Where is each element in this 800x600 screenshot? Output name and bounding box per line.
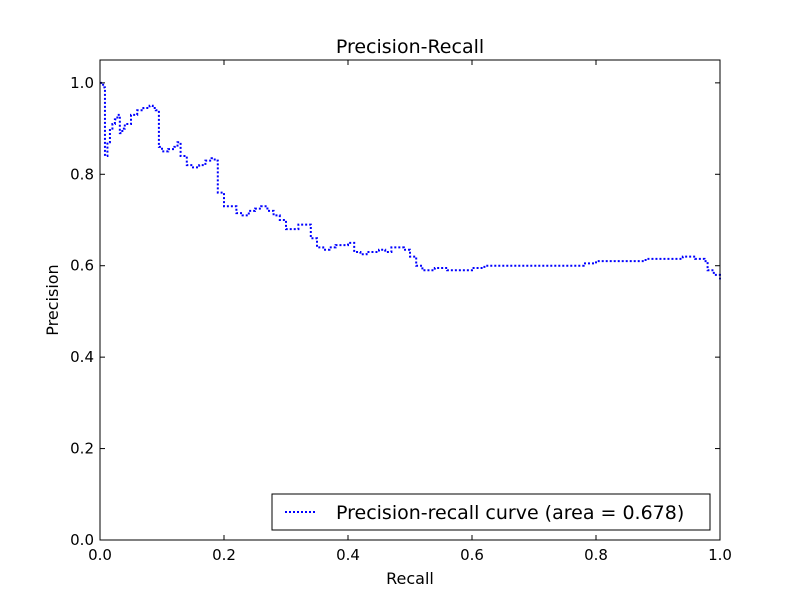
x-tick-label: 0.2 [212, 546, 236, 564]
legend-series-label: Precision-recall curve (area = 0.678) [336, 502, 684, 524]
x-tick-label: 1.0 [708, 546, 732, 564]
chart-title: Precision-Recall [336, 36, 484, 58]
y-axis-title: Precision [43, 264, 62, 335]
y-tick-label: 1.0 [70, 74, 94, 92]
y-tick-label: 0.8 [70, 165, 94, 183]
x-tick-label: 0.4 [336, 546, 360, 564]
x-axis-title: Recall [386, 569, 434, 588]
y-tick-label: 0.6 [70, 257, 94, 275]
y-tick-label: 0.0 [70, 531, 94, 549]
plot-frame [99, 59, 721, 541]
legend: Precision-recall curve (area = 0.678) [271, 493, 711, 531]
plot-area [100, 81, 721, 280]
y-axis-ticks: 0.0 0.2 0.4 0.6 0.8 1.0 [70, 74, 720, 549]
series-line-0 [100, 81, 721, 280]
x-axis-ticks: 0.0 0.2 0.4 0.6 0.8 1.0 [88, 60, 732, 564]
y-tick-label: 0.4 [70, 348, 94, 366]
y-tick-label: 0.2 [70, 440, 94, 458]
legend-box [271, 493, 711, 531]
x-tick-label: 0.6 [460, 546, 484, 564]
x-tick-label: 0.8 [584, 546, 608, 564]
x-tick-label: 0.0 [88, 546, 112, 564]
